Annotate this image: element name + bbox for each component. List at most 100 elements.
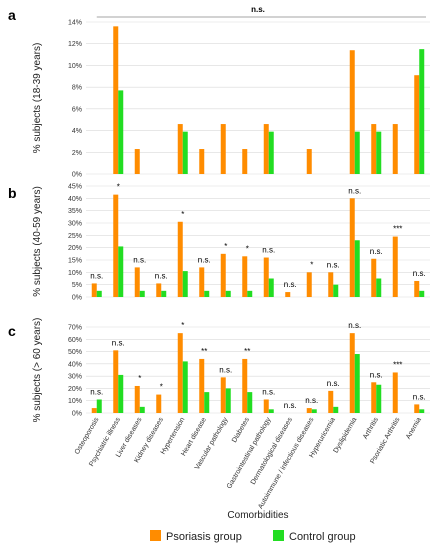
psoriasis-bar-c — [177, 333, 183, 413]
control-bar-a — [354, 131, 360, 174]
significance-label: n.s. — [198, 255, 211, 264]
psoriasis-bar-b — [306, 272, 312, 297]
y-tick-label: 40% — [68, 361, 82, 368]
y-tick-label: 10% — [68, 270, 82, 277]
significance-label: ** — [201, 347, 207, 356]
significance-label: n.s. — [327, 379, 340, 388]
control-bar-b — [161, 290, 167, 297]
significance-label: n.s. — [348, 321, 361, 330]
psoriasis-bar-c — [263, 399, 269, 413]
significance-label: n.s. — [262, 246, 275, 255]
psoriasis-bar-c — [349, 333, 355, 413]
x-category-label: Anemia — [405, 416, 423, 440]
y-axis-label-a: % subjects (18-39 years) — [32, 43, 43, 154]
significance-label: * — [138, 374, 141, 383]
control-bar-b — [182, 271, 188, 297]
y-tick-label: 0% — [72, 411, 82, 418]
control-bar-b — [247, 290, 253, 297]
psoriasis-bar-a — [220, 124, 226, 174]
psoriasis-bar-b — [371, 258, 377, 297]
y-tick-label: 6% — [72, 106, 82, 113]
y-tick-label: 2% — [72, 150, 82, 157]
y-tick-label: 20% — [68, 245, 82, 252]
y-tick-label: 40% — [68, 196, 82, 203]
control-bar-b — [225, 290, 231, 297]
y-tick-label: 30% — [68, 374, 82, 381]
y-tick-label: 15% — [68, 258, 82, 265]
x-axis-title: Comorbidities — [227, 510, 288, 521]
significance-label: n.s. — [262, 387, 275, 396]
control-bar-b — [118, 246, 124, 297]
control-bar-b — [419, 290, 425, 297]
significance-label: n.s. — [348, 186, 361, 195]
control-bar-c — [268, 409, 274, 413]
significance-label: * — [310, 260, 313, 269]
control-bar-b — [96, 290, 102, 297]
y-tick-label: 0% — [72, 172, 82, 179]
y-tick-label: 30% — [68, 221, 82, 228]
psoriasis-bar-b — [177, 221, 183, 297]
significance-label: n.s. — [327, 260, 340, 269]
psoriasis-bar-c — [414, 404, 420, 413]
psoriasis-bar-b — [91, 283, 97, 297]
significance-label: n.s. — [413, 392, 426, 401]
significance-label: n.s. — [219, 365, 232, 374]
overall-significance-label: n.s. — [251, 5, 265, 14]
psoriasis-bar-c — [113, 350, 119, 413]
control-bar-a — [376, 131, 382, 174]
psoriasis-bar-c — [392, 372, 398, 413]
psoriasis-bar-c — [91, 408, 97, 413]
psoriasis-bar-b — [156, 283, 162, 297]
control-bar-c — [225, 388, 231, 413]
psoriasis-bar-b — [263, 257, 269, 297]
psoriasis-bar-c — [220, 377, 226, 413]
legend-control-label: Control group — [289, 531, 356, 543]
control-bar-c — [333, 406, 339, 413]
y-tick-label: 4% — [72, 128, 82, 135]
psoriasis-bar-c — [242, 358, 248, 413]
psoriasis-bar-a — [306, 149, 312, 174]
control-bar-c — [182, 361, 188, 413]
psoriasis-bar-c — [306, 408, 312, 413]
significance-label: * — [181, 210, 184, 219]
control-bar-b — [333, 284, 339, 297]
x-category-label: Dermatological diseases — [250, 416, 294, 486]
y-tick-label: 60% — [68, 337, 82, 344]
control-bar-b — [376, 278, 382, 297]
y-tick-label: 0% — [72, 295, 82, 302]
control-bar-a — [419, 49, 425, 175]
control-bar-c — [419, 409, 425, 413]
control-bar-c — [376, 384, 382, 413]
y-tick-label: 5% — [72, 282, 82, 289]
significance-label: * — [160, 383, 163, 392]
significance-label: n.s. — [305, 396, 318, 405]
psoriasis-bar-c — [328, 390, 334, 413]
y-tick-label: 50% — [68, 349, 82, 356]
significance-label: n.s. — [112, 338, 125, 347]
psoriasis-bar-a — [263, 124, 269, 174]
psoriasis-bar-c — [156, 394, 162, 413]
control-bar-b — [354, 240, 360, 297]
significance-label: *** — [393, 225, 402, 234]
significance-label: n.s. — [284, 280, 297, 289]
significance-label: * — [181, 321, 184, 330]
control-bar-c — [118, 374, 124, 413]
legend-control-swatch — [273, 530, 284, 541]
significance-label: *** — [393, 360, 402, 369]
significance-label: n.s. — [413, 269, 426, 278]
psoriasis-bar-c — [371, 382, 377, 413]
control-bar-b — [268, 278, 274, 297]
psoriasis-bar-b — [242, 256, 248, 297]
y-axis-label-b: % subjects (40-59 years) — [32, 186, 43, 297]
psoriasis-bar-c — [134, 385, 140, 413]
control-bar-a — [182, 131, 188, 174]
significance-label: ** — [244, 347, 250, 356]
y-axis-label-c: % subjects (> 60 years) — [32, 318, 43, 423]
psoriasis-bar-c — [199, 358, 205, 413]
psoriasis-bar-a — [242, 149, 248, 174]
significance-label: n.s. — [90, 387, 103, 396]
legend-psoriasis-label: Psoriasis group — [166, 531, 242, 543]
y-tick-label: 10% — [68, 398, 82, 405]
control-bar-c — [96, 399, 102, 413]
